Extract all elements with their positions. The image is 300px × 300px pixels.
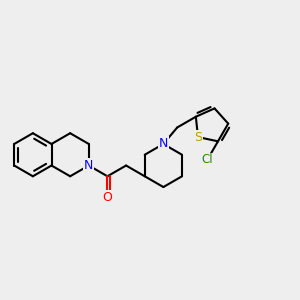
Text: N: N [159, 137, 168, 151]
Text: Cl: Cl [201, 154, 213, 166]
Text: S: S [194, 130, 202, 144]
Text: N: N [84, 159, 94, 172]
Text: O: O [103, 191, 112, 204]
